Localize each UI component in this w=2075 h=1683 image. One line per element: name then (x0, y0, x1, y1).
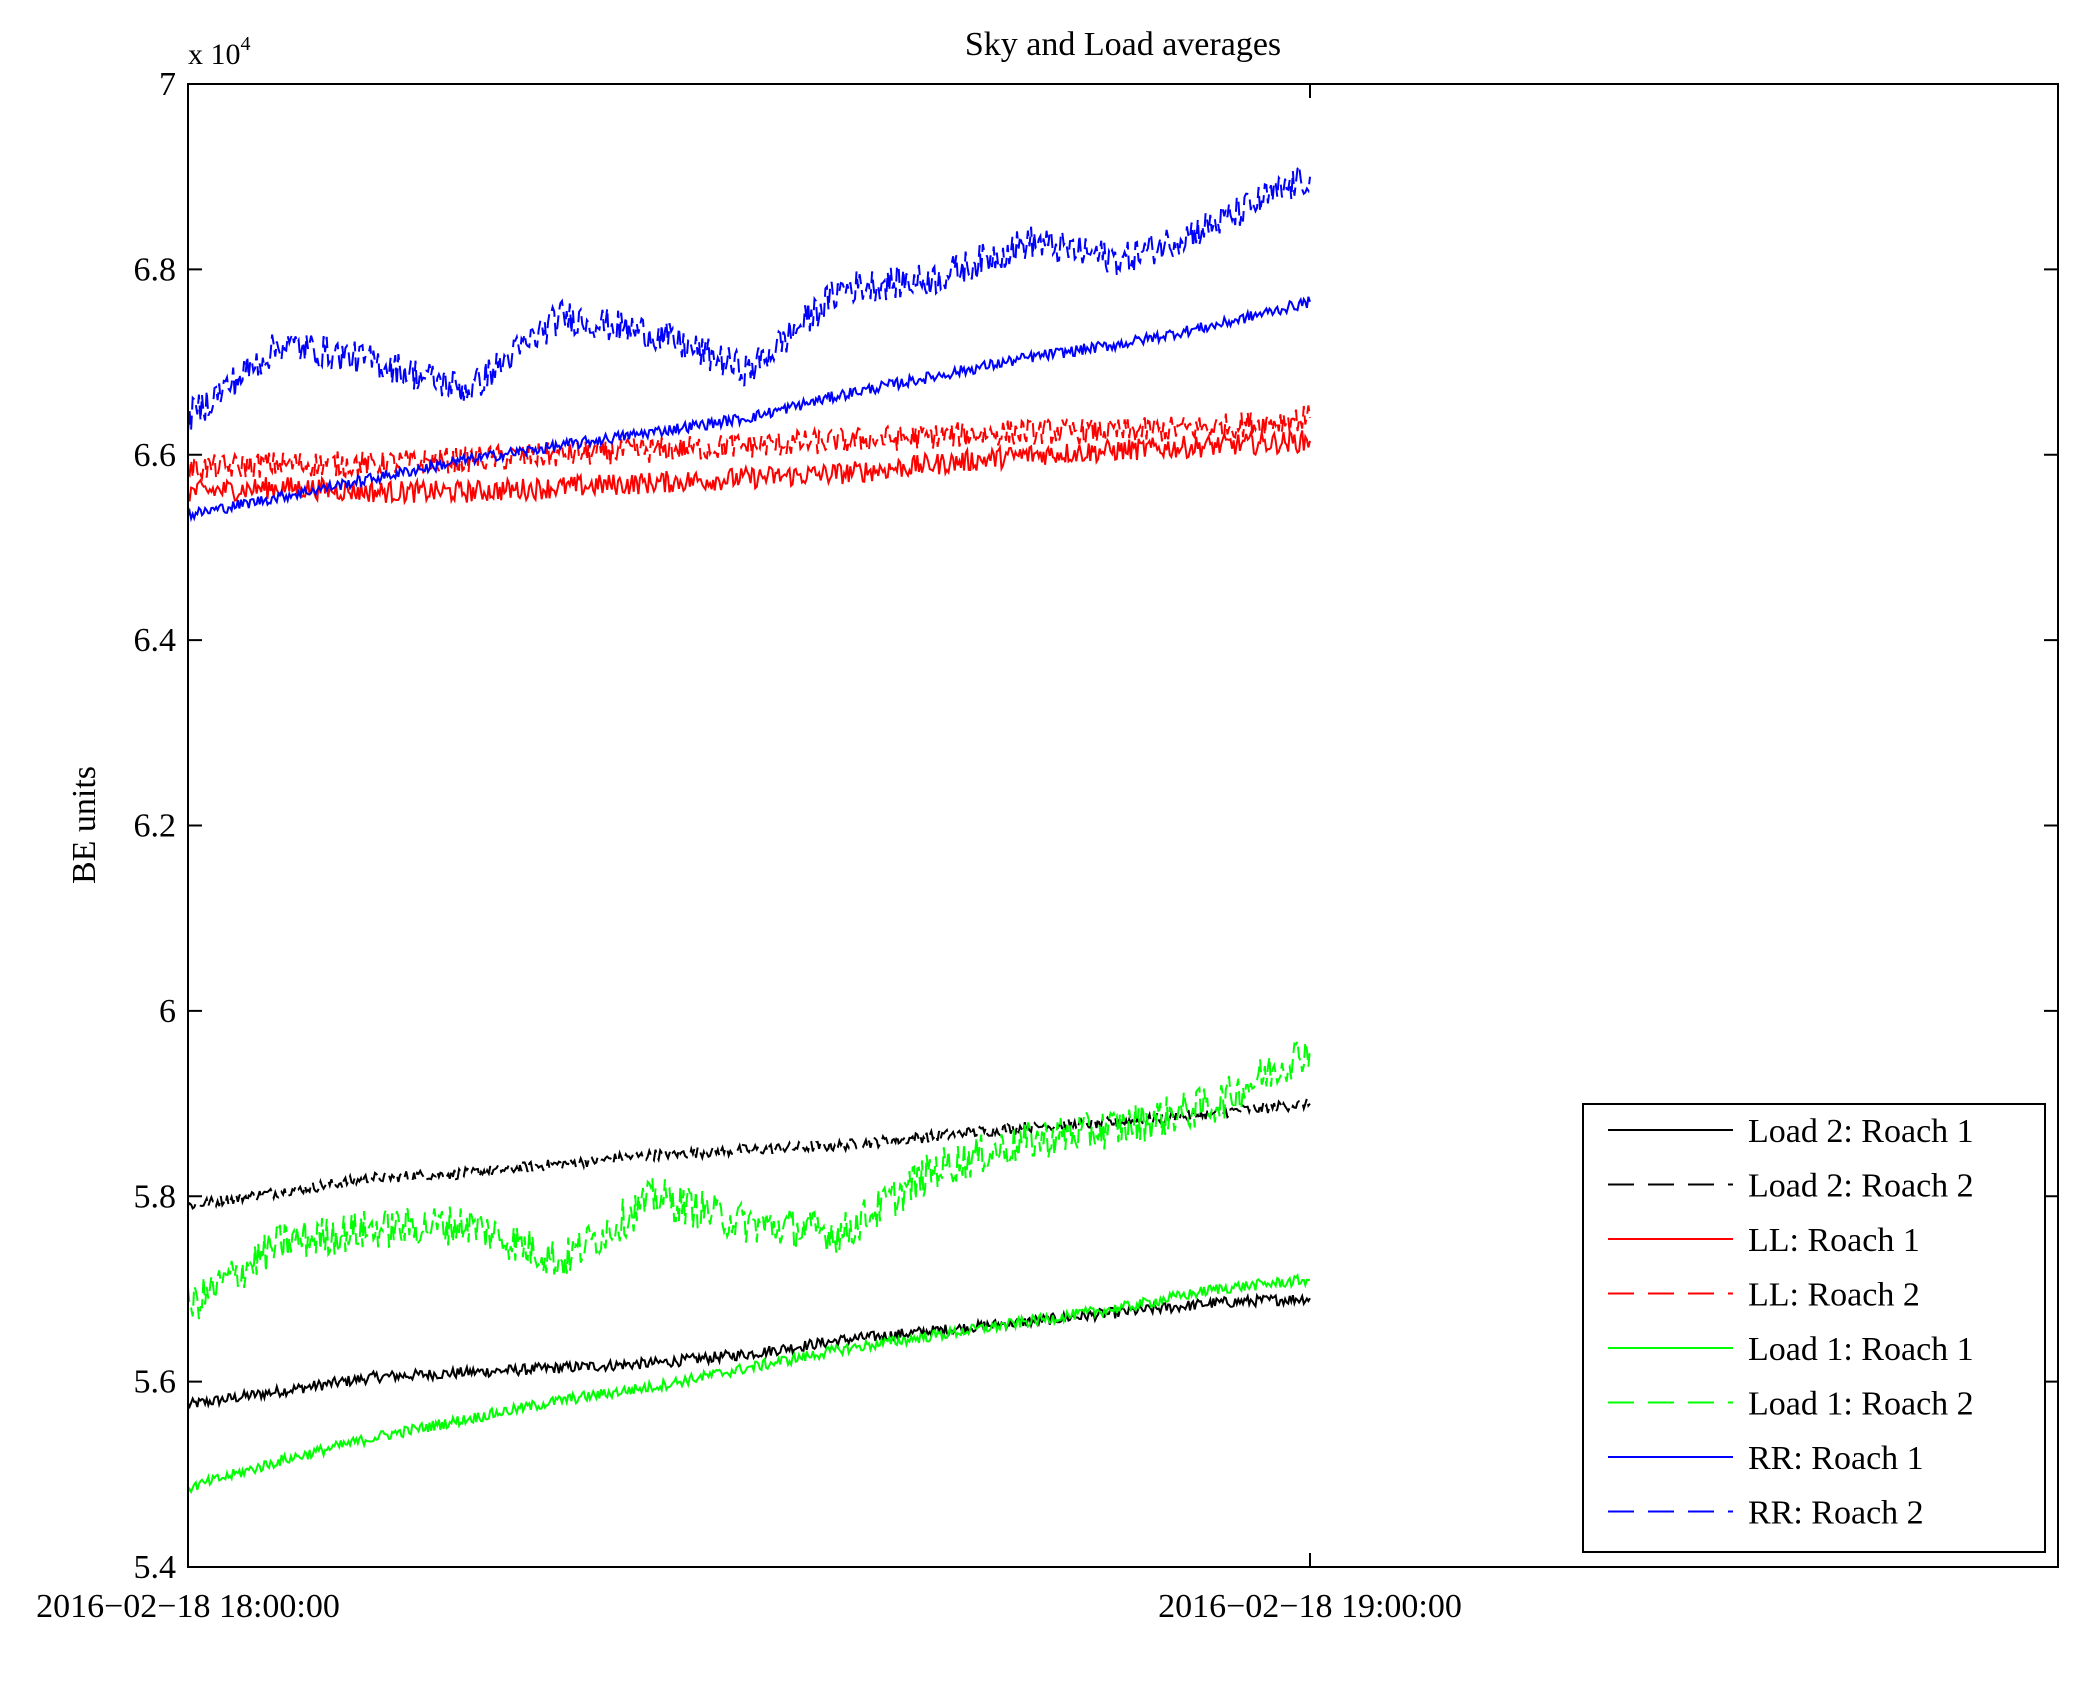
y-tick-label: 6.4 (134, 622, 177, 659)
series-line-2 (187, 428, 1311, 506)
legend-box (1582, 1103, 2046, 1553)
y-multiplier: x 104 (188, 33, 251, 71)
y-tick-label: 5.6 (134, 1364, 177, 1401)
y-tick-label: 6.8 (134, 251, 177, 288)
series-line-6 (187, 296, 1311, 523)
y-tick-label: 5.8 (134, 1178, 177, 1215)
y-tick-label: 6.2 (134, 808, 177, 845)
series-line-3 (187, 405, 1311, 482)
series-line-5 (187, 1037, 1311, 1320)
y-ticks: 5.4 5.6 5.8 6 6.2 6.4 6.6 6.8 7 (134, 66, 2058, 1586)
legend-label: RR: Roach 2 (1748, 1495, 1924, 1532)
legend-label: LL: Roach 1 (1748, 1222, 1920, 1259)
legend: Load 2: Roach 1 Load 2: Roach 2 LL: Roach … (1582, 1103, 2046, 1553)
legend-label: LL: Roach 2 (1748, 1277, 1920, 1314)
legend-label: Load 1: Roach 2 (1748, 1386, 1974, 1423)
x-tick-label: 2016−02−18 19:00:00 (1158, 1588, 1462, 1625)
legend-label: RR: Roach 1 (1748, 1440, 1924, 1477)
y-multiplier-exponent: 4 (241, 33, 251, 55)
legend-label: Load 2: Roach 1 (1748, 1113, 1974, 1150)
y-tick-label: 5.4 (134, 1549, 177, 1586)
series-line-1 (187, 1098, 1311, 1210)
x-ticks: 2016−02−18 18:00:00 2016−02−18 19:00:00 (36, 84, 1462, 1625)
series-layer (187, 162, 1311, 1495)
y-multiplier-base: x 10 (188, 38, 241, 71)
y-tick-label: 6.6 (134, 437, 177, 474)
series-line-4 (187, 1272, 1311, 1495)
y-axis-label: BE units (66, 766, 103, 884)
chart-title: Sky and Load averages (965, 26, 1281, 63)
x-tick-label: 2016−02−18 18:00:00 (36, 1588, 340, 1625)
legend-label: Load 1: Roach 1 (1748, 1331, 1974, 1368)
y-tick-label: 7 (159, 66, 176, 103)
series-line-7 (187, 162, 1311, 432)
y-tick-label: 6 (159, 993, 176, 1030)
legend-label: Load 2: Roach 2 (1748, 1168, 1974, 1205)
